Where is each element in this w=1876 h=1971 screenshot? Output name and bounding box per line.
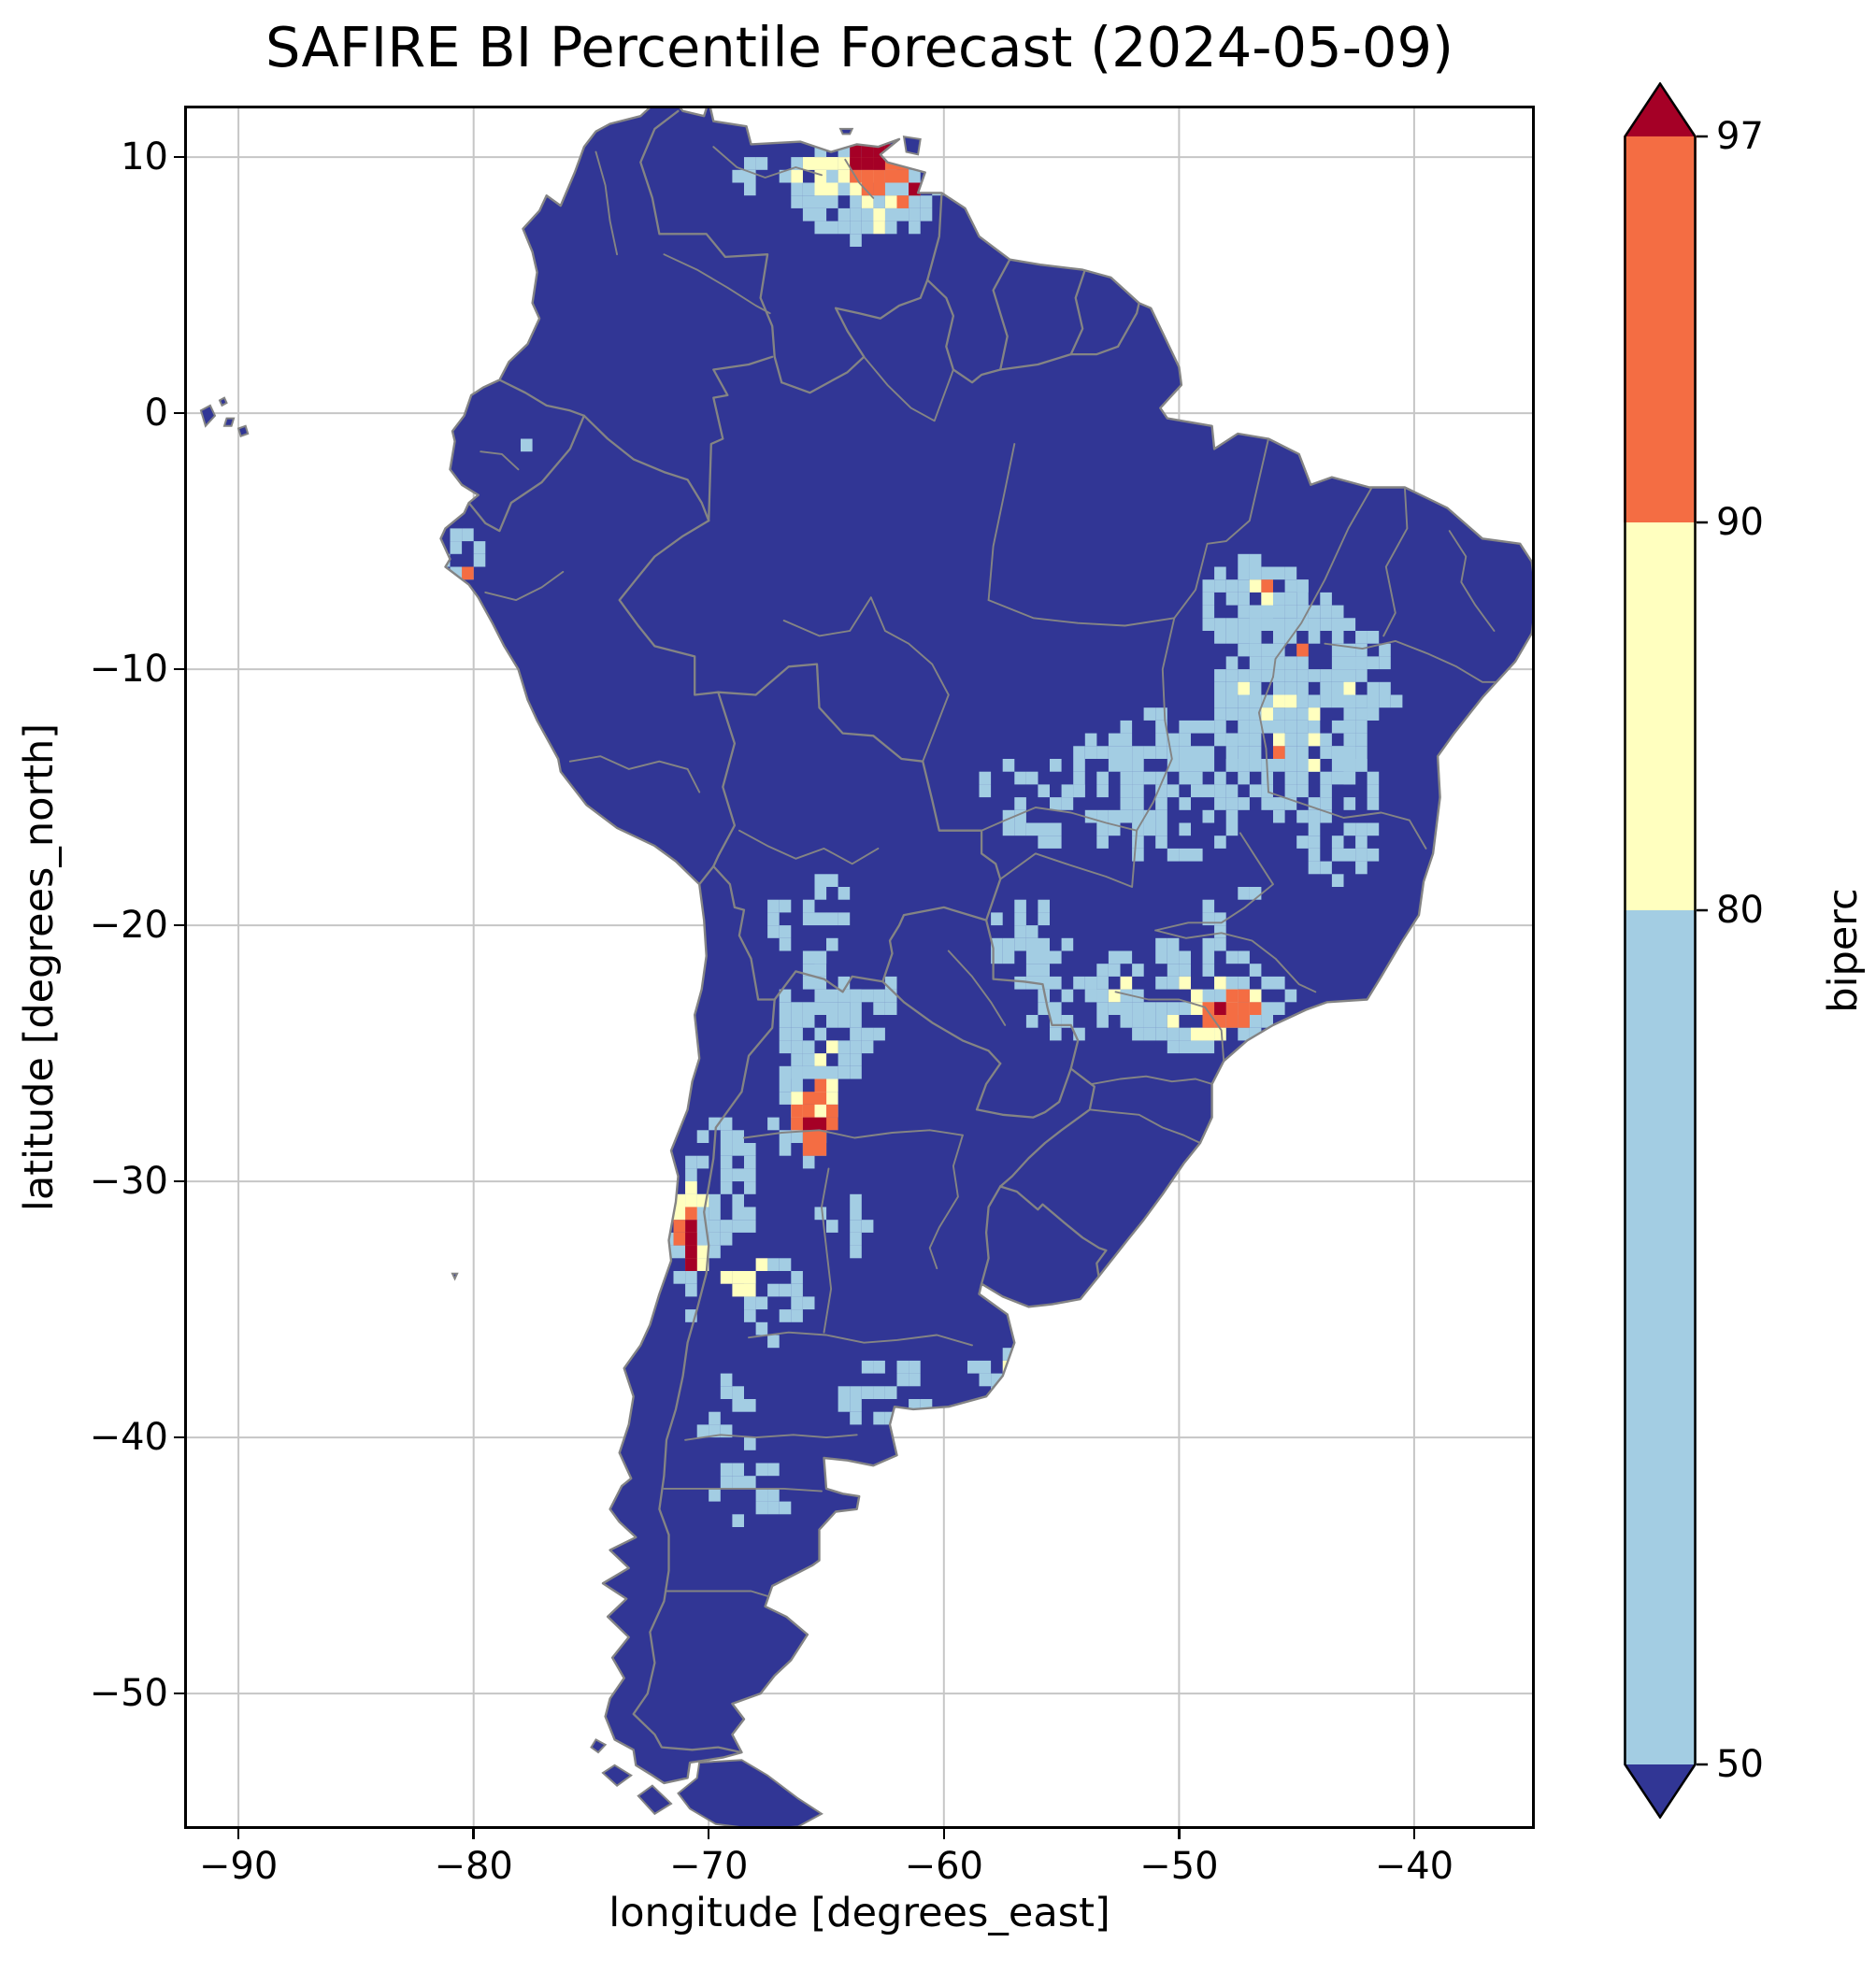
- colorbar: [1624, 81, 1717, 1820]
- x-tick-label: −60: [904, 1845, 984, 1888]
- map-plot-area: [184, 94, 1538, 1831]
- x-tick-label: −70: [669, 1845, 749, 1888]
- y-tick-mark: [174, 411, 184, 415]
- y-tick-label: −40: [89, 1416, 168, 1460]
- cbar-extend-max: [1624, 82, 1697, 136]
- colorbar-gradient: [1624, 81, 1708, 1820]
- y-tick-label: 10: [121, 136, 168, 179]
- y-tick-mark: [174, 1435, 184, 1439]
- x-tick-label: −90: [198, 1845, 279, 1888]
- country-borders: [467, 109, 1140, 1754]
- x-tick-label: −80: [434, 1845, 513, 1888]
- colorbar-tick-label: 97: [1716, 115, 1764, 158]
- x-tick-mark: [236, 1829, 240, 1839]
- cbar-outline: [1624, 81, 1697, 1820]
- y-axis-label: latitude [degrees_north]: [16, 722, 63, 1212]
- y-tick-label: −20: [89, 904, 168, 948]
- colorbar-tick-label: 50: [1716, 1743, 1764, 1786]
- colorbar-label: biperc: [1820, 888, 1867, 1013]
- admin-borders: [480, 146, 1500, 1597]
- y-tick-mark: [174, 667, 184, 671]
- plot-frame: [184, 106, 1535, 1829]
- x-tick-label: −50: [1139, 1845, 1219, 1888]
- x-tick-mark: [707, 1829, 710, 1839]
- chart-title: SAFIRE BI Percentile Forecast (2024-05-0…: [265, 15, 1454, 79]
- y-tick-label: −10: [89, 648, 168, 692]
- y-tick-label: 0: [144, 392, 168, 436]
- y-tick-mark: [174, 1692, 184, 1695]
- x-tick-mark: [1178, 1829, 1181, 1839]
- y-tick-label: −50: [89, 1672, 168, 1716]
- islands: [199, 127, 922, 1831]
- colorbar-tick-label: 80: [1716, 889, 1764, 932]
- y-tick-label: −30: [89, 1160, 168, 1204]
- x-tick-mark: [472, 1829, 475, 1839]
- y-tick-mark: [174, 155, 184, 159]
- x-axis-label: longitude [degrees_east]: [609, 1890, 1110, 1936]
- y-tick-mark: [174, 923, 184, 927]
- x-tick-label: −40: [1374, 1845, 1454, 1888]
- south-america-map: [184, 94, 1538, 1831]
- continent-land: [440, 95, 1537, 1783]
- colorbar-tick-label: 90: [1716, 501, 1764, 544]
- coastline: [439, 94, 1538, 1785]
- y-tick-mark: [174, 1179, 184, 1183]
- x-tick-mark: [1412, 1829, 1416, 1839]
- cbar-extend-min: [1624, 1764, 1697, 1819]
- x-tick-mark: [942, 1829, 946, 1839]
